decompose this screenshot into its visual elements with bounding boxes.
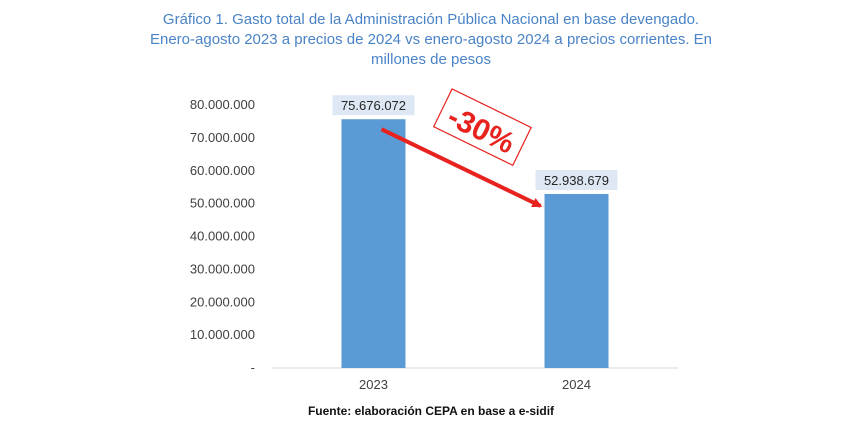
decrease-arrow [380, 127, 543, 208]
data-label-background [535, 169, 618, 190]
y-tick-label: 30.000.000 [190, 261, 255, 276]
y-tick-label: 20.000.000 [190, 294, 255, 309]
chart-title: Gráfico 1. Gasto total de la Administrac… [0, 10, 862, 70]
change-badge: -30% [432, 88, 532, 167]
x-tick-label: 2023 [359, 377, 388, 392]
chart-title-line-2: Enero-agosto 2023 a precios de 2024 vs e… [149, 31, 713, 48]
chart-title-line-1: Gráfico 1. Gasto total de la Administrac… [162, 11, 700, 28]
change-badge-box [432, 88, 532, 167]
chart-title-line-3: millones de pesos [370, 51, 492, 68]
y-tick-label: 40.000.000 [190, 229, 255, 244]
data-label-2023: 75.676.072 [341, 98, 406, 113]
y-axis: - 10.000.000 20.000.000 30.000.000 40.000.00… [190, 97, 255, 375]
bar-2023 [341, 119, 406, 369]
source-note: Fuente: elaboración CEPA en base a e-sid… [307, 404, 555, 418]
y-tick-label: 70.000.000 [190, 130, 255, 145]
y-tick-label: 10.000.000 [190, 327, 255, 342]
y-tick-label: - [251, 360, 255, 375]
x-tick-label: 2024 [562, 377, 591, 392]
y-tick-label: 80.000.000 [190, 97, 255, 112]
bar-2024 [544, 193, 609, 368]
data-label-background [332, 95, 415, 116]
y-tick-label: 50.000.000 [190, 196, 255, 211]
bars: 75.676.072 2023 52.938.679 2024 [332, 95, 618, 392]
y-tick-label: 60.000.000 [190, 163, 255, 178]
data-label-2024: 52.938.679 [544, 173, 609, 188]
